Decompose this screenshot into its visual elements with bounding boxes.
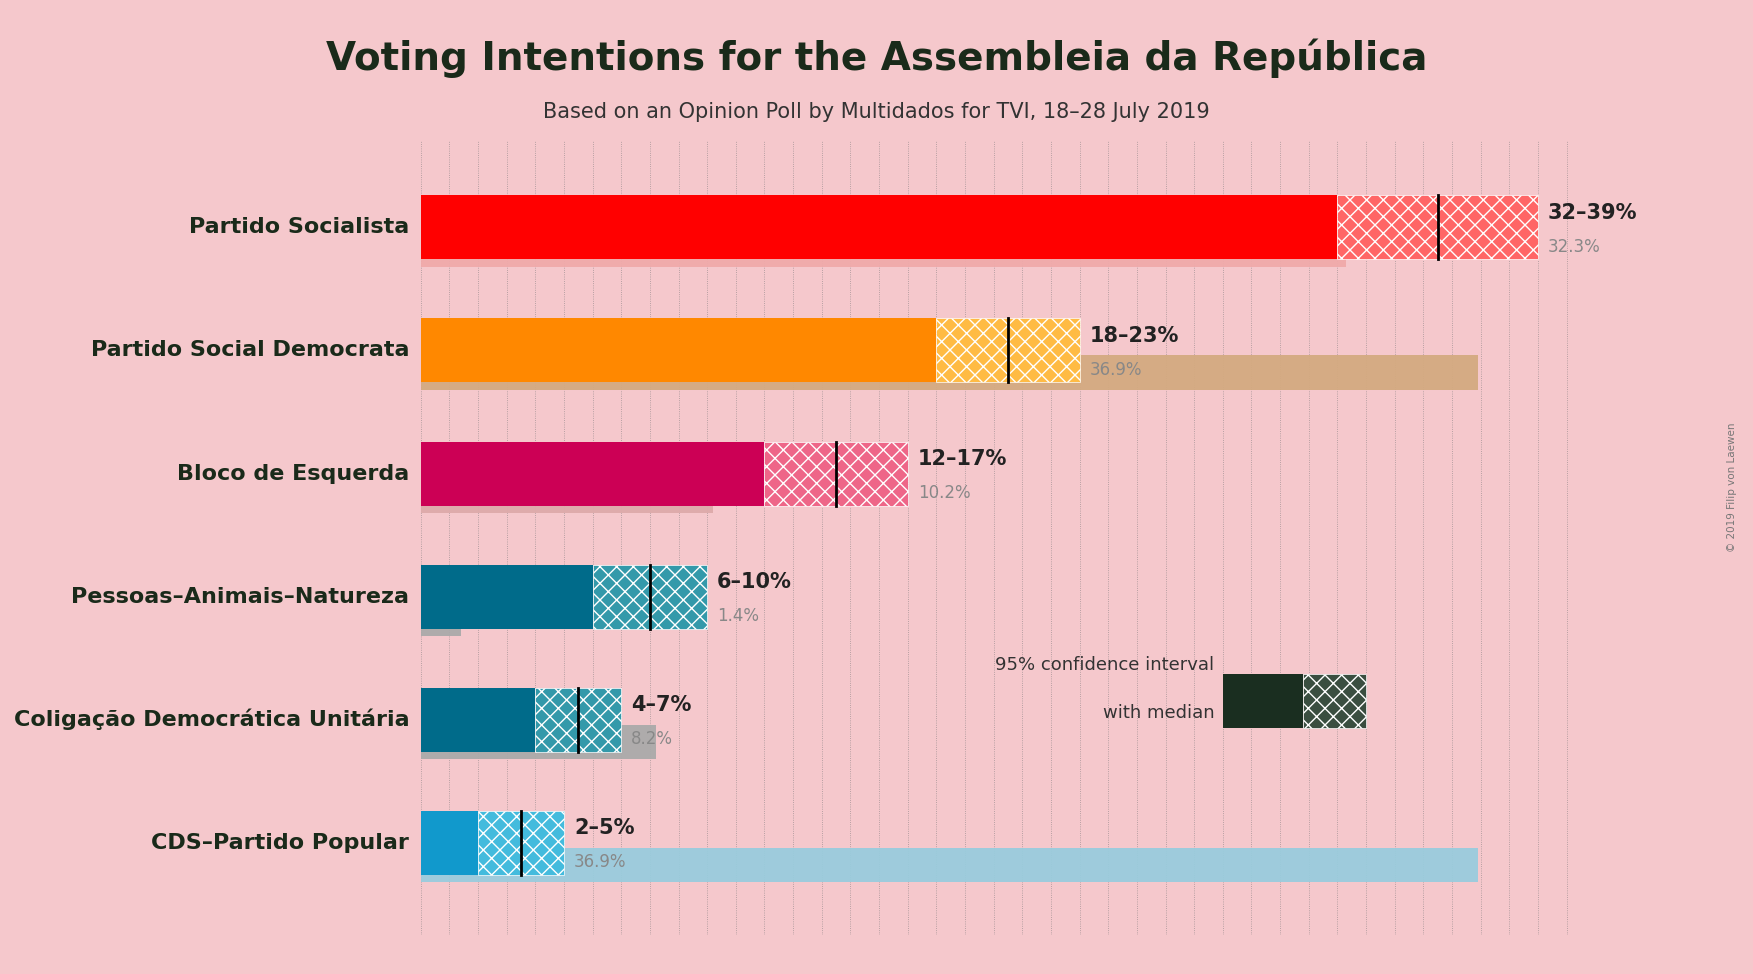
Bar <box>535 688 621 752</box>
Bar <box>479 810 564 875</box>
Text: 12–17%: 12–17% <box>919 449 1008 468</box>
Text: Based on an Opinion Poll by Multidados for TVI, 18–28 July 2019: Based on an Opinion Poll by Multidados f… <box>543 102 1210 123</box>
Text: 95% confidence interval: 95% confidence interval <box>996 656 1215 674</box>
Bar <box>764 441 908 506</box>
Bar <box>593 565 706 628</box>
Bar <box>421 318 936 383</box>
Bar <box>421 441 764 506</box>
Text: Coligação Democrática Unitária: Coligação Democrática Unitária <box>14 709 408 730</box>
Bar <box>421 810 479 875</box>
Bar <box>421 725 656 759</box>
Bar <box>421 602 461 636</box>
Text: 10.2%: 10.2% <box>919 484 971 503</box>
Text: Bloco de Esquerda: Bloco de Esquerda <box>177 464 408 483</box>
Bar <box>421 233 1346 267</box>
Text: 4–7%: 4–7% <box>631 694 692 715</box>
Bar <box>936 318 1080 383</box>
Text: Voting Intentions for the Assembleia da República: Voting Intentions for the Assembleia da … <box>326 39 1427 79</box>
Bar <box>421 688 535 752</box>
Bar <box>421 356 1478 390</box>
Text: 18–23%: 18–23% <box>1090 325 1180 346</box>
Text: Partido Socialista: Partido Socialista <box>189 217 408 238</box>
Text: 1.4%: 1.4% <box>717 607 759 625</box>
Text: Pessoas–Animais–Natureza: Pessoas–Animais–Natureza <box>72 586 408 607</box>
Text: 32.3%: 32.3% <box>1548 238 1600 256</box>
Bar <box>421 196 1338 259</box>
Bar <box>421 847 1478 882</box>
Text: with median: with median <box>1103 703 1215 722</box>
Bar <box>1224 674 1302 729</box>
Bar <box>421 478 713 513</box>
Text: 6–10%: 6–10% <box>717 572 792 592</box>
Bar <box>421 565 593 628</box>
Text: CDS–Partido Popular: CDS–Partido Popular <box>151 833 408 852</box>
Text: 36.9%: 36.9% <box>1090 361 1143 379</box>
Text: 36.9%: 36.9% <box>573 853 626 872</box>
Bar <box>1302 674 1366 729</box>
Text: 32–39%: 32–39% <box>1548 203 1637 223</box>
Text: © 2019 Filip von Laewen: © 2019 Filip von Laewen <box>1727 423 1737 551</box>
Bar <box>1338 196 1537 259</box>
Text: 2–5%: 2–5% <box>573 818 635 838</box>
Text: 8.2%: 8.2% <box>631 730 673 748</box>
Text: Partido Social Democrata: Partido Social Democrata <box>91 341 408 360</box>
